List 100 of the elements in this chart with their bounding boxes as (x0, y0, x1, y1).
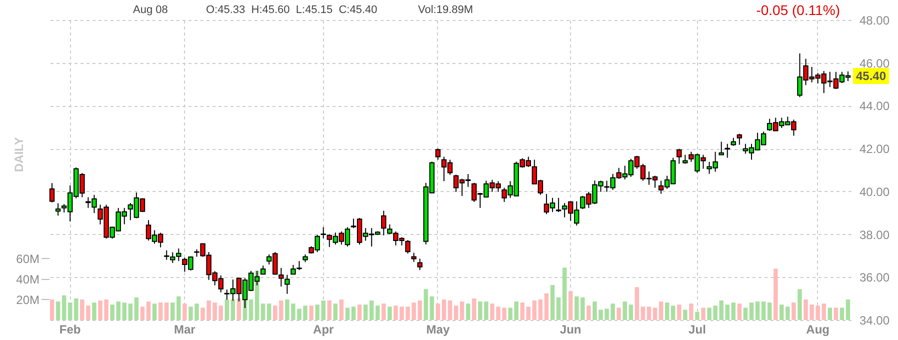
bar (236, 298, 242, 320)
bar (846, 299, 850, 320)
bar (472, 298, 476, 320)
bar (767, 302, 772, 320)
y-tick-label: 36.00 (860, 270, 890, 285)
bar (460, 302, 464, 320)
candlestick (278, 267, 284, 288)
x-tick-label: Aug (806, 322, 830, 336)
y-tick-label: 46.00 (860, 56, 890, 70)
bar (683, 310, 688, 320)
bar (652, 308, 658, 320)
x-tick-label: Jun (560, 322, 582, 336)
text: O:45.33 H:45.60 L:45.15 C:45.40 (206, 4, 378, 16)
x-tick-label: Apr (313, 322, 334, 336)
bar (382, 304, 386, 320)
bar (646, 306, 652, 320)
bar (550, 285, 555, 320)
bar (345, 308, 350, 320)
candlestick (417, 258, 422, 271)
bar (56, 302, 60, 320)
text: 45.40 (853, 68, 890, 84)
candlestick (405, 240, 410, 254)
y2-tick-label: 20M (16, 292, 40, 307)
bar (671, 306, 676, 320)
bar (260, 304, 266, 320)
y-tick-label: 38.00 (860, 228, 890, 242)
bar (840, 308, 844, 320)
bar (544, 293, 549, 320)
y-tick-label: 34.00 (860, 314, 890, 328)
bar (321, 300, 326, 320)
bar (248, 299, 254, 320)
candlestick (736, 133, 742, 146)
bar (128, 304, 133, 320)
bar (556, 297, 561, 320)
bar (182, 304, 187, 320)
x-tick-label: May (426, 322, 450, 336)
bar (538, 299, 543, 320)
candlestick (676, 148, 682, 164)
bar (731, 302, 736, 320)
bar (363, 304, 368, 320)
y-tick-label: 42.00 (860, 142, 890, 156)
bar (574, 296, 579, 320)
candlestick (381, 210, 386, 236)
bar (792, 302, 796, 320)
bar (743, 308, 748, 320)
bar (628, 304, 634, 320)
bar (176, 296, 181, 320)
candlestick (55, 202, 61, 216)
bar (333, 304, 338, 320)
x-tick-label: Feb (59, 322, 81, 336)
y-tick-label: 48.00 (860, 14, 890, 28)
y-tick-label: 40.00 (860, 184, 890, 199)
bar (532, 300, 537, 320)
bar (158, 302, 163, 320)
bar (50, 299, 54, 320)
bar (695, 312, 700, 320)
bar (230, 299, 236, 320)
text: Aug 08 (133, 4, 168, 16)
bar (562, 268, 567, 320)
bar (761, 302, 766, 320)
bar (634, 287, 640, 320)
bar (170, 302, 175, 320)
bar (266, 304, 272, 320)
bar (164, 302, 169, 320)
candlestick (49, 182, 55, 203)
bar (279, 300, 284, 320)
bar (436, 304, 440, 320)
bar (755, 302, 760, 320)
bar (622, 302, 627, 320)
bar (351, 306, 356, 320)
bar (74, 298, 78, 320)
bar (309, 306, 314, 320)
bar (146, 302, 151, 320)
bar (725, 304, 730, 320)
bar (640, 306, 646, 320)
bar (424, 289, 428, 320)
bar (134, 297, 139, 320)
bar (689, 304, 694, 320)
bar (430, 296, 434, 320)
y-tick-label: 44.00 (860, 99, 890, 114)
bar (677, 304, 682, 320)
bar (616, 308, 621, 320)
bar (442, 299, 446, 320)
bar (466, 304, 470, 320)
bar (376, 306, 380, 320)
bar (68, 302, 72, 320)
text: Vol:19.89M (418, 4, 474, 16)
bar (122, 302, 126, 320)
bar (520, 302, 524, 320)
bar (737, 304, 742, 320)
bar (315, 304, 320, 320)
bar (526, 306, 530, 320)
bar (798, 289, 802, 320)
candlestick (435, 148, 441, 160)
bar (388, 306, 392, 320)
bar (62, 295, 66, 320)
bar (664, 302, 670, 320)
x-tick-label: Jul (688, 322, 706, 336)
bar (448, 300, 452, 320)
bar (152, 304, 157, 320)
